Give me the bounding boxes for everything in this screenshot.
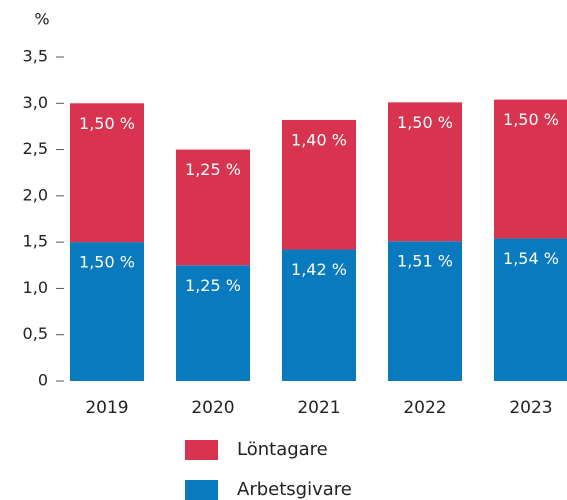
value-label: 1,25 % [185,276,241,295]
y-tick-label: 3,0 [23,93,48,112]
value-label: 1,50 % [503,110,559,129]
value-label: 1,42 % [291,260,347,279]
x-tick-label: 2023 [509,398,552,418]
value-label: 1,54 % [503,249,559,268]
bar-segment [176,149,250,266]
y-tick-label: 3,5 [23,47,48,66]
legend-swatch [185,440,218,460]
y-tick-label: 1,5 [23,232,48,251]
y-axis-label: % [34,10,49,29]
bar-segment [494,238,567,381]
bar-segment [282,119,356,250]
bar-segment [70,242,144,381]
bar-segment [388,241,462,381]
y-tick-label: 2,5 [23,139,48,158]
x-tick-label: 2020 [191,398,234,418]
value-label: 1,50 % [79,253,135,272]
bar-segment [176,265,250,381]
legend-swatch [185,480,218,500]
bar-segment [494,99,567,239]
bar-segment [70,103,144,243]
legend-label: Löntagare [237,439,328,460]
value-label: 1,50 % [79,114,135,133]
bar-segment [282,249,356,381]
value-label: 1,40 % [291,130,347,149]
y-tick-label: 2,0 [23,185,48,204]
legend-label: Arbetsgivare [237,479,352,500]
bar-segment [388,102,462,242]
x-tick-label: 2022 [403,398,446,418]
value-label: 1,50 % [397,113,453,132]
value-label: 1,51 % [397,252,453,271]
y-tick-label: 0,5 [23,324,48,343]
value-label: 1,25 % [185,160,241,179]
y-tick-label: 1,0 [23,278,48,297]
x-tick-label: 2021 [297,398,340,418]
y-tick-label: 0 [38,371,48,390]
x-tick-label: 2019 [85,398,128,418]
